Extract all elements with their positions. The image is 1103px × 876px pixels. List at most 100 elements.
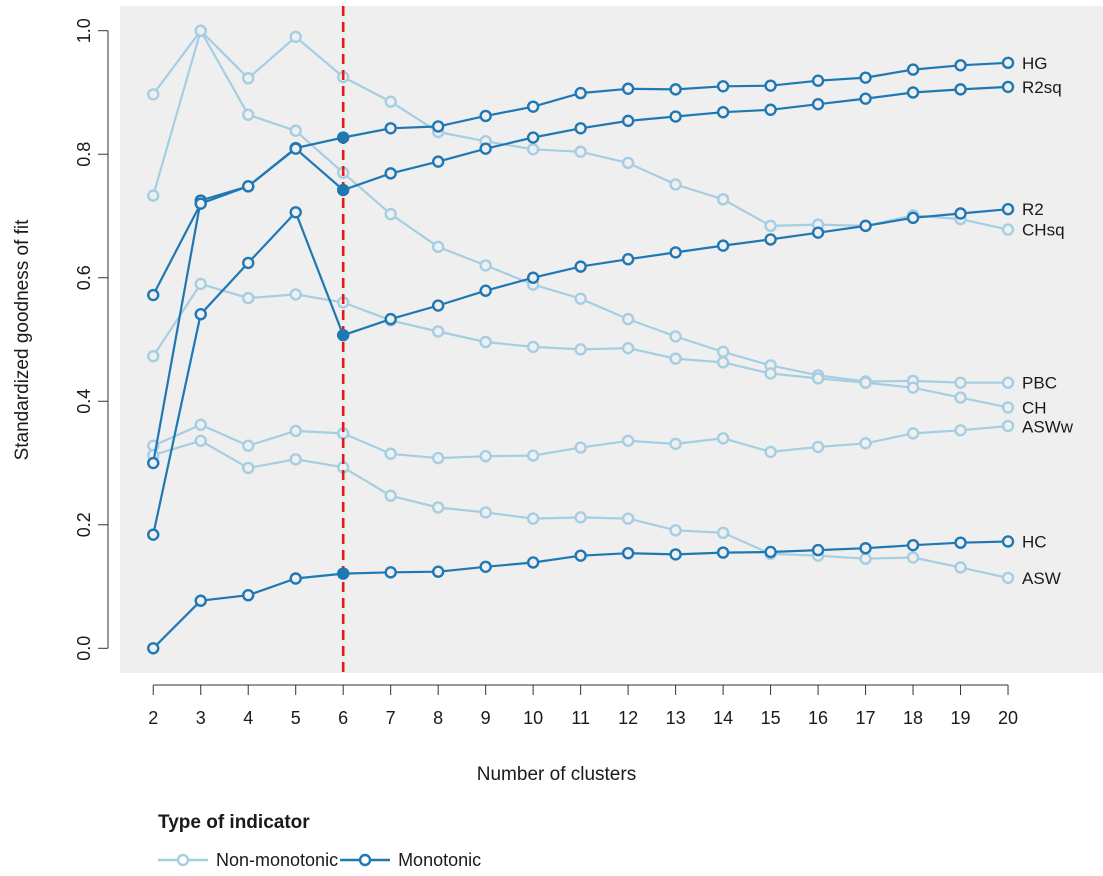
data-point-r2sq xyxy=(716,106,730,119)
data-point-hg xyxy=(431,120,445,133)
data-point-pbc xyxy=(431,240,445,254)
data-point-asw xyxy=(526,512,540,525)
data-point-hc xyxy=(906,538,920,552)
data-point-hc xyxy=(764,545,777,559)
legend-title: Type of indicator xyxy=(158,812,310,833)
data-point-ch xyxy=(764,367,777,380)
data-point-asww xyxy=(194,418,207,431)
data-point-asw xyxy=(716,526,730,540)
data-point-ch xyxy=(954,391,967,404)
series-label-r2sq: R2sq xyxy=(1022,78,1062,97)
data-point-hg xyxy=(1001,56,1015,70)
y-axis-title: Standardized goodness of fit xyxy=(12,219,33,461)
data-point-r2sq xyxy=(621,114,635,128)
x-tick-label: 12 xyxy=(618,708,638,728)
data-point-hg xyxy=(479,109,492,123)
data-point-r2 xyxy=(242,256,255,270)
data-point-ch xyxy=(811,372,825,385)
x-tick-label: 9 xyxy=(481,708,491,728)
data-point-asw xyxy=(1001,571,1015,585)
data-point-hg xyxy=(574,86,587,100)
legend-label: Non-monotonic xyxy=(216,850,338,870)
data-point-chsq xyxy=(289,30,302,44)
data-point-chsq xyxy=(242,72,255,85)
data-point-r2sq xyxy=(431,155,445,168)
x-axis-title: Number of clusters xyxy=(477,764,636,785)
data-point-pbc xyxy=(621,312,635,326)
data-point-ch xyxy=(194,277,207,291)
x-tick-label: 18 xyxy=(903,708,923,728)
data-point-asww xyxy=(384,447,397,460)
data-point-chsq xyxy=(384,95,397,108)
series-label-asw: ASW xyxy=(1022,569,1061,588)
data-point-hc xyxy=(811,543,825,557)
data-point-asw xyxy=(906,551,920,564)
data-point-hc xyxy=(289,572,302,585)
data-point-r2sq xyxy=(1001,80,1015,94)
y-tick-label: 1.0 xyxy=(74,18,94,43)
data-point-hg xyxy=(811,74,825,87)
data-point-hc xyxy=(526,556,540,569)
data-point-pbc xyxy=(1001,376,1015,389)
y-tick-label: 0.4 xyxy=(74,389,94,414)
data-point-asww xyxy=(906,427,920,440)
data-point-ch xyxy=(431,325,445,338)
data-point-asww xyxy=(764,445,777,459)
y-tick-label: 0.8 xyxy=(74,142,94,167)
series-label-r2: R2 xyxy=(1022,200,1044,219)
data-point-hg xyxy=(764,79,777,92)
data-point-hg xyxy=(906,63,920,76)
data-point-asww xyxy=(954,424,967,437)
y-tick-label: 0.0 xyxy=(74,636,94,661)
data-point-asw xyxy=(289,453,302,466)
data-point-r2 xyxy=(1001,202,1015,216)
x-tick-label: 17 xyxy=(856,708,876,728)
data-point-ch xyxy=(906,381,920,394)
data-point-r2sq xyxy=(194,197,207,210)
data-point-ch xyxy=(574,343,587,356)
series-label-pbc: PBC xyxy=(1022,374,1057,393)
x-tick-label: 5 xyxy=(291,708,301,728)
data-point-r2sq xyxy=(384,167,397,180)
x-tick-label: 15 xyxy=(761,708,781,728)
data-point-r2sq xyxy=(811,97,825,111)
series-label-chsq: CHsq xyxy=(1022,221,1065,240)
y-tick-label: 0.6 xyxy=(74,265,94,290)
data-point-pbc xyxy=(716,345,730,359)
data-point-pbc xyxy=(669,330,682,343)
x-tick-label: 4 xyxy=(243,708,253,728)
data-point-pbc xyxy=(289,124,302,137)
data-point-ch xyxy=(242,291,255,305)
data-point-pbc xyxy=(194,24,207,37)
data-point-hg xyxy=(147,456,160,470)
highlight-points xyxy=(337,131,350,580)
data-point-asww xyxy=(1001,419,1015,433)
x-tick-label: 19 xyxy=(951,708,971,728)
x-tick-label: 20 xyxy=(998,708,1018,728)
data-point-pbc xyxy=(479,259,492,272)
data-point-r2sq xyxy=(147,288,160,302)
data-point-chsq xyxy=(621,156,635,170)
data-point-pbc xyxy=(242,108,255,121)
data-point-r2 xyxy=(384,312,397,326)
data-point-hc xyxy=(859,542,872,555)
data-point-chsq xyxy=(764,219,777,233)
series-label-hg: HG xyxy=(1022,54,1048,73)
highlight-point-hg xyxy=(337,131,350,144)
data-point-r2 xyxy=(811,226,825,239)
highlight-point-r2 xyxy=(337,329,350,342)
data-point-r2sq xyxy=(242,180,255,193)
chart-marks xyxy=(147,24,1015,655)
x-tick-label: 11 xyxy=(571,708,590,728)
data-point-r2sq xyxy=(479,142,492,155)
data-point-ch xyxy=(716,356,730,369)
data-point-chsq xyxy=(526,143,540,156)
data-point-hg xyxy=(621,82,635,95)
data-point-asww xyxy=(859,437,872,450)
x-tick-label: 10 xyxy=(523,708,543,728)
x-tick-label: 2 xyxy=(148,708,158,728)
x-tick-label: 6 xyxy=(338,708,348,728)
data-point-asww xyxy=(479,450,492,463)
